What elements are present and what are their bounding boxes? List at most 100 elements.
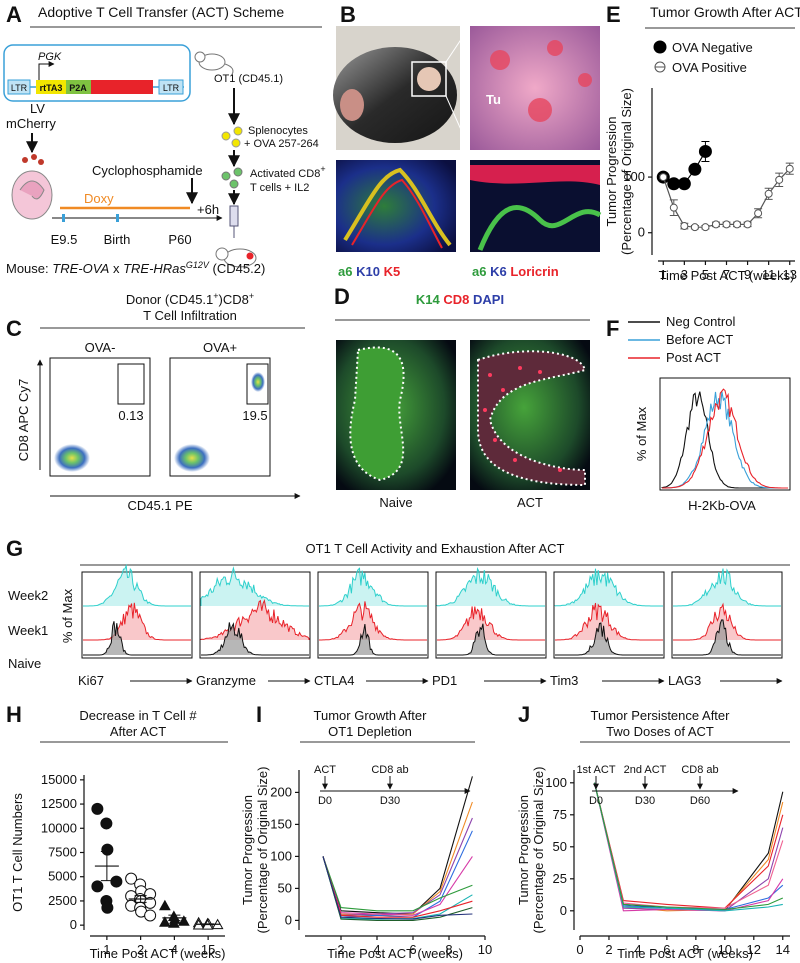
embryo-detail: [19, 180, 45, 200]
marker-label: Ki67: [78, 673, 104, 688]
timeline-label: P60: [168, 232, 191, 247]
x-tick-label: 4: [171, 942, 178, 957]
series-line: [593, 782, 784, 911]
histogram: [436, 566, 545, 607]
x-tick-label: 2: [337, 942, 344, 957]
ltr-box: [7, 79, 31, 95]
data-point: [144, 909, 157, 922]
histograms: [661, 388, 788, 489]
splenocytes-label: Splenocytes: [248, 125, 308, 137]
he-image: [470, 26, 600, 150]
histogram: [554, 568, 663, 607]
panel-letter: G: [6, 536, 23, 561]
y-tick-label: 12500: [41, 796, 77, 811]
y-tick-label: 0: [560, 903, 567, 918]
histogram: [83, 602, 191, 641]
chart-title: OT1 Depletion: [328, 724, 412, 739]
splenocytes-icon: [221, 126, 243, 148]
series-line: [593, 782, 784, 912]
x-tick-label: 10: [718, 942, 732, 957]
marker-label: Tim3: [550, 673, 578, 688]
series-line: [322, 830, 473, 918]
annotation-label: CD8 ab: [681, 764, 718, 776]
panel-b: B Tu a6 K10 K5 a6 K6 Loricrin: [333, 2, 602, 279]
data-point: [168, 917, 180, 928]
histogram: [555, 622, 663, 656]
if-image: [336, 160, 456, 252]
x-tick-label: 3: [681, 267, 688, 282]
histogram: [673, 602, 781, 641]
text: Donor (CD45.1: [126, 292, 213, 307]
y-tick-label: 25: [553, 871, 567, 886]
annotation-label: ACT: [314, 764, 336, 776]
stain-label: a6 K10 K5: [338, 264, 400, 279]
data-point: [659, 173, 668, 182]
mouse-icon: [215, 247, 257, 268]
lv-label: LV: [30, 101, 45, 116]
mouse-photo-ear: [340, 89, 364, 121]
data-point: [754, 209, 763, 218]
inset-box: [411, 61, 447, 97]
x-axis-label: Time Post ACT (weeks): [617, 946, 753, 961]
y-axis-label: (Percentage of Original Size): [619, 88, 634, 255]
data-point: [785, 164, 794, 173]
text: TRE-OVA: [52, 261, 109, 276]
series-line: [593, 782, 784, 912]
x-tick-label: 13: [782, 267, 796, 282]
image-label: Naive: [379, 495, 412, 510]
x-tick-label: 8: [445, 942, 452, 957]
vector-label: rtTA3: [40, 83, 63, 93]
annotation-label: 2nd ACT: [624, 764, 667, 776]
marker-label: Granzyme: [196, 673, 256, 688]
error-bar: [168, 914, 181, 922]
y-axis-label: (Percentage of Original Size): [255, 767, 270, 934]
x-tick-label: 4: [373, 942, 380, 957]
splenocytes-label: + OVA 257-264: [244, 138, 319, 150]
data-point: [91, 880, 104, 893]
flow-cluster: [251, 372, 265, 392]
cyclo-label: Cyclophosphamide: [92, 163, 203, 178]
x-tick-label: 2: [605, 942, 612, 957]
if-detail: [470, 165, 600, 185]
x-tick-label: 8: [692, 942, 699, 957]
data-point: [722, 220, 731, 229]
y-axis-label: (Percentage of Original Size): [531, 767, 546, 934]
data-point: [677, 177, 691, 191]
histogram-box: [435, 571, 547, 659]
row-label: Week2: [8, 588, 48, 603]
timeline-label: Birth: [104, 232, 131, 247]
data-point: [698, 144, 712, 158]
data-point: [701, 223, 710, 232]
panel-letter: F: [606, 316, 619, 341]
y-tick-label: 5000: [48, 869, 77, 884]
text: (CD45.2): [209, 261, 265, 276]
text: x: [109, 261, 123, 276]
activated-icon: [221, 167, 243, 189]
y-tick-label: 50: [553, 839, 567, 854]
data-point: [733, 220, 742, 229]
x-tick-label: 7: [723, 267, 730, 282]
marker-label: LAG3: [668, 673, 701, 688]
y-tick-label: 0: [638, 225, 645, 240]
data-point: [100, 817, 113, 830]
panel-title: Adoptive T Cell Transfer (ACT) Scheme: [38, 4, 284, 20]
panel-title: OT1 T Cell Activity and Exhaustion After…: [306, 541, 565, 556]
axis-label: % of Max: [60, 588, 75, 643]
x-tick-label: 14: [776, 942, 790, 957]
histogram: [437, 623, 545, 656]
stain: K10: [356, 264, 380, 279]
histogram: [673, 568, 781, 607]
text: TRE-HRas: [123, 261, 186, 276]
series-line: [593, 782, 784, 912]
histogram-box: [659, 377, 791, 491]
image-label: ACT: [517, 495, 543, 510]
series-line: [593, 782, 783, 912]
annotation-label: CD8 ab: [371, 764, 408, 776]
stain: K5: [384, 264, 401, 279]
histogram-grid: Week2 Week1 Naive Ki67 Granzyme CTLA4 PD1 Tim3 L…: [8, 563, 783, 688]
rtta3-box: [36, 80, 66, 94]
